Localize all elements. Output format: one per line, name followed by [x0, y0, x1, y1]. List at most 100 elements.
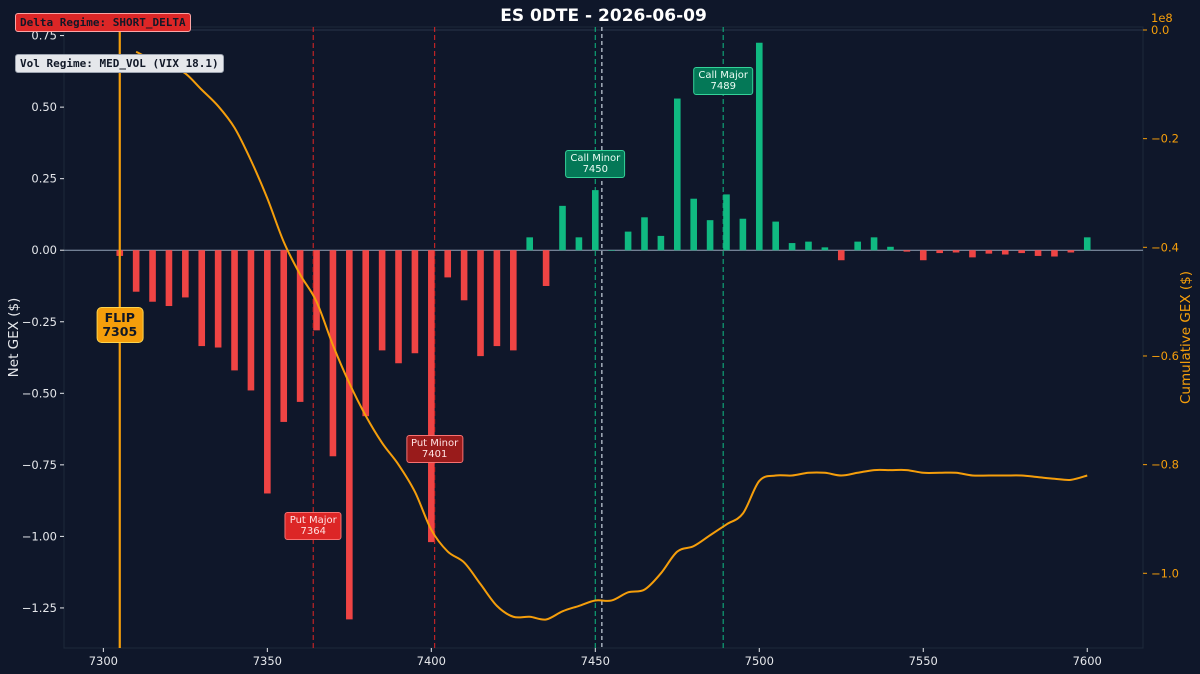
level-name: Put Major — [289, 515, 337, 527]
x-tick-label: 7350 — [253, 654, 282, 668]
x-tick-label: 7400 — [417, 654, 446, 668]
gex-bar — [214, 250, 222, 348]
gex-bar — [559, 205, 566, 251]
gex-bar — [510, 250, 517, 351]
gex-bar — [1067, 250, 1075, 253]
gex-bar — [378, 250, 386, 351]
gex-bar — [149, 250, 156, 302]
gex-bar — [198, 250, 206, 347]
gex-bar — [805, 241, 812, 251]
y-tick-label: −0.25 — [22, 315, 57, 329]
y2-tick-label: −0.2 — [1151, 132, 1179, 146]
gex-bar — [526, 237, 534, 251]
level-name: FLIP — [104, 309, 135, 325]
gex-bar — [1034, 250, 1042, 256]
gex-bar — [296, 250, 304, 402]
plot-area — [63, 26, 1144, 649]
level-strike: 7401 — [421, 449, 448, 461]
gex-bar — [1083, 237, 1091, 251]
gex-bar — [919, 250, 927, 261]
y-tick-label: −0.75 — [22, 458, 57, 472]
gex-bar — [247, 250, 255, 391]
gex-bar — [690, 198, 697, 251]
level-name: Put Minor — [410, 438, 459, 450]
x-tick-label: 7550 — [909, 654, 938, 668]
gex-bar — [985, 250, 993, 254]
gex-bar — [280, 250, 288, 422]
gex-bar — [969, 250, 976, 258]
y-axis-label: Net GEX ($) — [6, 298, 22, 378]
gex-bar — [182, 250, 189, 298]
vol-regime-badge: Vol Regime: MED_VOL (VIX 18.1) — [15, 54, 224, 73]
x-tick-label: 7500 — [745, 654, 774, 668]
gex-bar — [739, 218, 747, 251]
gex-bar — [641, 217, 648, 251]
gex-bar — [755, 42, 763, 251]
y2-axis-label: Cumulative GEX ($) — [1178, 271, 1194, 404]
y-tick-label: 0.00 — [31, 243, 57, 257]
put-minor-label: Put Minor 7401 — [405, 435, 464, 464]
level-name: Call Minor — [570, 153, 621, 165]
gex-bar — [903, 250, 911, 252]
gex-bar — [477, 250, 484, 357]
y-tick-label: 0.50 — [31, 100, 57, 114]
y2-tick-label: −0.6 — [1151, 349, 1179, 363]
gex-bar — [313, 250, 320, 331]
gex-bar — [165, 250, 173, 307]
gex-bar — [264, 250, 271, 494]
y2-tick-label: 0.0 — [1151, 23, 1169, 37]
x-tick-label: 7300 — [89, 654, 118, 668]
gex-bar — [460, 250, 468, 301]
gex-bar — [821, 247, 829, 251]
gex-bar — [231, 250, 238, 371]
y2-scale-note: 1e8 — [1151, 11, 1173, 25]
put-major-label: Put Major 7364 — [284, 512, 342, 541]
chart-title: ES 0DTE - 2026-06-09 — [500, 6, 707, 26]
y2-tick-label: −0.8 — [1151, 458, 1179, 472]
gex-bar — [493, 250, 501, 347]
y-tick-label: −1.25 — [22, 601, 57, 615]
cumulative-gex-line — [135, 50, 1088, 621]
level-name: Call Major — [698, 70, 749, 82]
level-strike: 7489 — [710, 81, 736, 93]
y-tick-label: −1.00 — [22, 529, 57, 543]
gex-bar — [870, 237, 878, 251]
gex-bar — [837, 250, 845, 261]
gex-bar — [624, 231, 632, 251]
gex-bar — [444, 250, 452, 278]
y2-tick-label: −0.4 — [1151, 240, 1179, 254]
call-major-label: Call Major 7489 — [693, 67, 754, 96]
y2-tick-label: −1.0 — [1151, 566, 1179, 580]
y-tick-label: 0.25 — [31, 172, 57, 186]
y-tick-label: 0.75 — [31, 29, 57, 43]
gex-bar — [411, 250, 419, 354]
gex-bar — [575, 237, 583, 251]
gex-bar — [936, 250, 943, 254]
gex-bar — [723, 194, 730, 251]
gex-bar — [952, 250, 960, 253]
level-strike: 7364 — [300, 526, 326, 538]
gex-bar — [887, 246, 894, 251]
y-tick-label: −0.50 — [22, 386, 57, 400]
gex-bar — [1001, 250, 1009, 255]
gex-bar — [788, 243, 796, 251]
level-strike: 7450 — [582, 164, 609, 176]
gex-bar — [1051, 250, 1058, 257]
gex-bar — [346, 250, 353, 620]
gex-bar — [362, 250, 370, 417]
flip-label: FLIP 7305 — [96, 306, 144, 343]
gex-bar — [706, 220, 714, 251]
call-minor-label: Call Minor 7450 — [565, 150, 626, 179]
delta-regime-badge: Delta Regime: SHORT_DELTA — [15, 13, 191, 32]
gex-bar — [329, 250, 337, 457]
gex-bar — [608, 250, 615, 251]
gex-bar — [428, 250, 435, 543]
gex-bar — [673, 98, 681, 251]
gex-bar — [395, 250, 402, 364]
gex-bar — [1018, 250, 1025, 254]
gex-bar — [657, 235, 665, 251]
gex-bar — [132, 250, 140, 292]
gex-bar — [542, 250, 550, 286]
x-tick-label: 7600 — [1073, 654, 1102, 668]
